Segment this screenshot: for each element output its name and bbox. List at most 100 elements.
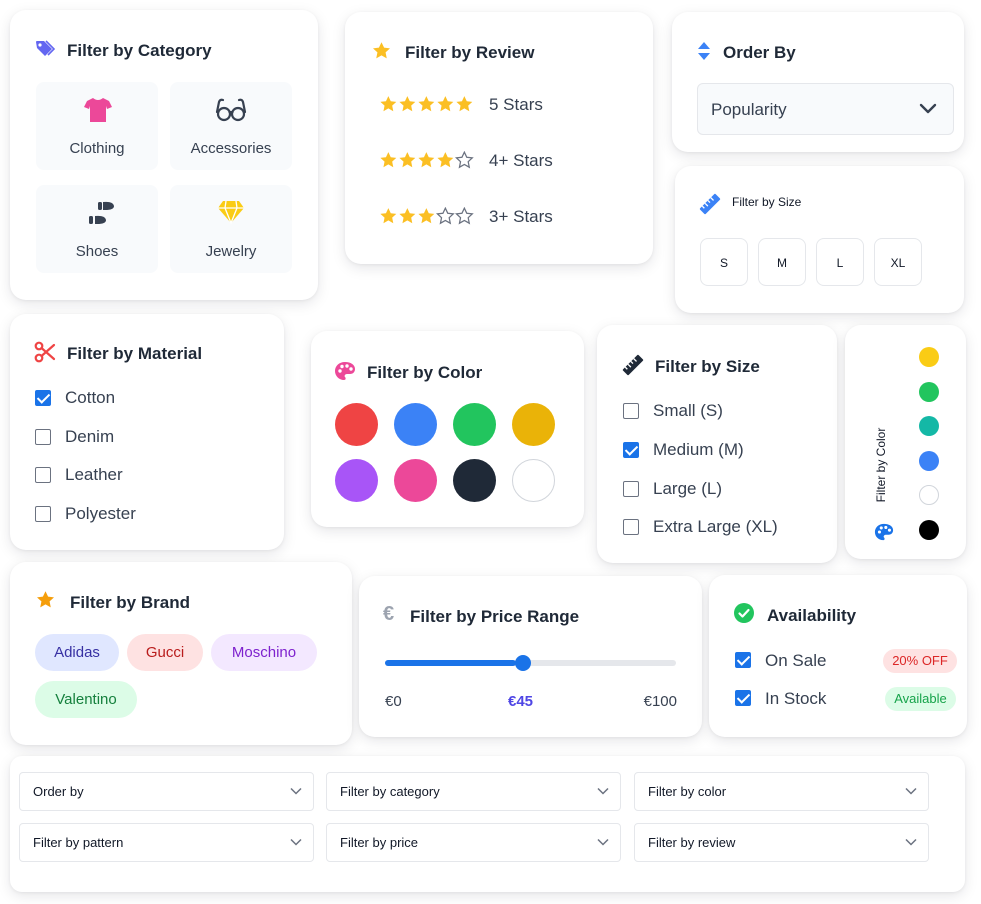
checkbox[interactable] bbox=[623, 403, 639, 419]
price-slider[interactable] bbox=[385, 655, 676, 671]
checkbox[interactable] bbox=[623, 519, 639, 535]
checkbox[interactable] bbox=[735, 652, 751, 668]
star-filled-icon bbox=[380, 208, 397, 224]
checkbox[interactable] bbox=[35, 390, 51, 406]
checkbox[interactable] bbox=[35, 467, 51, 483]
color-dropdown[interactable]: Filter by color bbox=[634, 772, 929, 811]
color-swatch[interactable] bbox=[512, 403, 555, 446]
review-option-label: 4+ Stars bbox=[489, 151, 553, 170]
checkbox-label: Cotton bbox=[65, 388, 116, 407]
checkbox-label: Small (S) bbox=[653, 401, 723, 420]
size-button-m[interactable]: M bbox=[758, 238, 806, 286]
checkbox[interactable] bbox=[35, 429, 51, 445]
slider-handle[interactable] bbox=[514, 655, 531, 671]
pattern-dropdown[interactable]: Filter by pattern bbox=[19, 823, 314, 862]
availability-option-on-sale[interactable]: On Sale 20% OFF bbox=[735, 648, 960, 674]
color-vertical-title: Filter by Color bbox=[874, 427, 888, 503]
brand-chip-gucci[interactable]: Gucci bbox=[127, 634, 203, 671]
size-button-s[interactable]: S bbox=[700, 238, 748, 286]
material-option-polyester[interactable]: Polyester bbox=[35, 503, 255, 525]
color-swatch[interactable] bbox=[512, 459, 555, 502]
scissors-icon bbox=[34, 341, 56, 363]
dropdown-label: Filter by category bbox=[340, 784, 440, 799]
size-option-medium[interactable]: Medium (M) bbox=[623, 440, 823, 462]
price-dropdown[interactable]: Filter by price bbox=[326, 823, 621, 862]
size-buttons-card: Filter by Size S M L XL bbox=[675, 166, 964, 313]
checkbox-label: Medium (M) bbox=[653, 440, 744, 459]
checkbox-label: In Stock bbox=[765, 689, 827, 708]
color-swatch[interactable] bbox=[453, 459, 496, 502]
star-icon bbox=[37, 591, 54, 608]
review-option-4[interactable]: 4+ Stars bbox=[379, 148, 609, 174]
review-option-label: 5 Stars bbox=[489, 95, 543, 114]
category-tile-accessories[interactable]: Accessories bbox=[170, 82, 292, 170]
order-by-value: Popularity bbox=[711, 100, 787, 119]
color-swatch[interactable] bbox=[919, 520, 939, 540]
brand-chip-adidas[interactable]: Adidas bbox=[35, 634, 119, 671]
review-option-3[interactable]: 3+ Stars bbox=[379, 204, 609, 230]
checkbox-label: Leather bbox=[65, 465, 123, 484]
category-tile-shoes[interactable]: Shoes bbox=[36, 185, 158, 273]
color-swatch[interactable] bbox=[335, 459, 378, 502]
rating-stars bbox=[379, 206, 475, 232]
size-list-card: Filter by Size Small (S) Medium (M) Larg… bbox=[597, 325, 837, 563]
color-swatch[interactable] bbox=[394, 459, 437, 502]
review-title: Filter by Review bbox=[405, 43, 535, 62]
brand-chip-moschino[interactable]: Moschino bbox=[211, 634, 317, 671]
checkbox[interactable] bbox=[623, 481, 639, 497]
star-filled-icon bbox=[418, 152, 435, 168]
availability-option-in-stock[interactable]: In Stock Available bbox=[735, 686, 960, 712]
material-filter-card: Filter by Material Cotton Denim Leather … bbox=[10, 314, 284, 550]
color-swatch[interactable] bbox=[919, 485, 939, 506]
rating-stars bbox=[379, 150, 475, 176]
color-swatch[interactable] bbox=[453, 403, 496, 446]
order-by-select[interactable]: Popularity bbox=[697, 83, 954, 135]
star-filled-icon bbox=[399, 208, 416, 224]
category-tile-clothing[interactable]: Clothing bbox=[36, 82, 158, 170]
category-tile-jewelry[interactable]: Jewelry bbox=[170, 185, 292, 273]
review-option-5[interactable]: 5 Stars bbox=[379, 92, 609, 118]
checkbox[interactable] bbox=[735, 690, 751, 706]
order-by-dropdown[interactable]: Order by bbox=[19, 772, 314, 811]
category-dropdown[interactable]: Filter by category bbox=[326, 772, 621, 811]
category-title: Filter by Category bbox=[67, 41, 212, 60]
color-swatch[interactable] bbox=[919, 381, 939, 402]
dropdown-label: Filter by color bbox=[648, 784, 727, 799]
checkbox[interactable] bbox=[623, 442, 639, 458]
color-title: Filter by Color bbox=[367, 363, 483, 382]
review-dropdown[interactable]: Filter by review bbox=[634, 823, 929, 862]
size-list-title: Filter by Size bbox=[655, 357, 760, 376]
checkbox[interactable] bbox=[35, 506, 51, 522]
color-swatch[interactable] bbox=[394, 403, 437, 446]
chevron-down-icon bbox=[919, 103, 937, 114]
star-filled-icon bbox=[418, 96, 435, 112]
stock-badge: Available bbox=[885, 687, 956, 711]
size-option-small[interactable]: Small (S) bbox=[623, 401, 823, 423]
material-option-denim[interactable]: Denim bbox=[35, 426, 255, 448]
size-buttons-title: Filter by Size bbox=[732, 195, 802, 209]
dropdown-label: Filter by pattern bbox=[33, 835, 124, 850]
brand-chip-valentino[interactable]: Valentino bbox=[35, 681, 137, 718]
star-filled-icon bbox=[437, 152, 454, 168]
palette-icon bbox=[874, 523, 894, 541]
check-circle-icon bbox=[734, 603, 754, 623]
material-option-cotton[interactable]: Cotton bbox=[35, 387, 255, 409]
size-button-xl[interactable]: XL bbox=[874, 238, 922, 286]
color-swatch[interactable] bbox=[335, 403, 378, 446]
material-option-leather[interactable]: Leather bbox=[35, 464, 255, 486]
size-option-large[interactable]: Large (L) bbox=[623, 479, 823, 501]
color-swatch[interactable] bbox=[919, 450, 939, 471]
color-swatch[interactable] bbox=[919, 416, 939, 437]
chevron-down-icon bbox=[905, 787, 917, 795]
checkbox-label: Polyester bbox=[65, 504, 136, 523]
star-filled-icon bbox=[380, 152, 397, 168]
brand-filter-card: Filter by Brand Adidas Gucci Moschino Va… bbox=[10, 562, 352, 745]
color-swatch[interactable] bbox=[919, 347, 939, 367]
rating-stars bbox=[379, 95, 475, 120]
size-option-extra-large[interactable]: Extra Large (XL) bbox=[623, 517, 823, 539]
material-title: Filter by Material bbox=[67, 344, 203, 363]
color-vertical-card: Filter by Color bbox=[845, 325, 966, 559]
discount-badge: 20% OFF bbox=[883, 649, 957, 673]
size-button-l[interactable]: L bbox=[816, 238, 864, 286]
price-max-label: €100 bbox=[643, 693, 677, 710]
